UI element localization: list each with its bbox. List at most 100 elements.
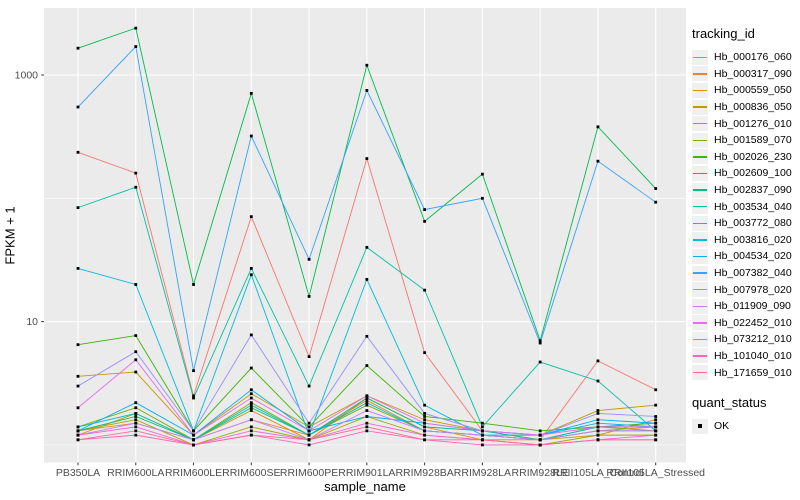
legend-item-Hb_007382_040: Hb_007382_040 — [692, 265, 800, 282]
legend-quant-status-block: quant_status OK — [692, 395, 800, 435]
legend-item-Hb_003772_080: Hb_003772_080 — [692, 215, 800, 232]
legend-key-color-line — [693, 156, 707, 158]
data-point — [596, 159, 600, 163]
data-point — [249, 418, 253, 422]
legend-key-color-line — [693, 122, 707, 125]
data-point — [307, 429, 311, 433]
data-point — [596, 425, 600, 429]
data-point — [480, 425, 484, 429]
x-tick-label: RRIM600SE — [222, 467, 280, 479]
legend-item-Hb_002609_100: Hb_002609_100 — [692, 165, 800, 182]
data-point — [596, 438, 600, 442]
data-point — [192, 443, 195, 447]
legend-item-label: Hb_002026_230 — [714, 150, 792, 163]
legend-key-color-line — [693, 172, 707, 175]
data-point — [134, 418, 138, 422]
legend-key-color-line — [693, 189, 707, 191]
data-point — [538, 438, 542, 442]
data-point — [654, 403, 658, 407]
data-point — [480, 429, 484, 433]
legend-items: Hb_000176_060 Hb_000317_090 Hb_000559_050 H… — [692, 49, 800, 381]
data-point — [480, 433, 484, 437]
data-point — [134, 370, 138, 374]
y-axis-title: FPKM + 1 — [2, 206, 18, 265]
data-point — [192, 429, 195, 433]
legend-key-line-icon — [692, 82, 708, 98]
data-point — [423, 418, 427, 422]
data-point — [134, 185, 138, 189]
data-point — [538, 360, 542, 364]
legend-key-line-icon — [692, 282, 708, 298]
legend-item-label: Hb_004534_020 — [714, 250, 792, 263]
legend-key-line-icon — [692, 331, 708, 347]
data-points — [76, 26, 658, 447]
data-point — [654, 388, 658, 392]
x-axis-labels: PB350LA RRIM600LA RRIM600LE RRIM600SE RRIM60… — [56, 467, 705, 479]
data-point — [76, 46, 80, 50]
legend-key-color-line — [693, 56, 707, 58]
legend-item-label: Hb_003772_080 — [714, 217, 792, 230]
legend-key-line-icon — [692, 315, 708, 331]
legend-item-label: Hb_001589_070 — [714, 134, 792, 147]
data-point — [134, 425, 138, 429]
data-point — [365, 401, 369, 405]
data-point — [76, 429, 80, 433]
legend-key-color-line — [693, 338, 707, 341]
data-point — [76, 406, 80, 410]
data-point — [249, 425, 253, 429]
legend-item-Hb_004534_020: Hb_004534_020 — [692, 248, 800, 265]
legend-key-color-line — [693, 205, 707, 208]
plot-panel — [44, 8, 686, 463]
data-point — [307, 257, 311, 261]
x-tick-label: RRII105LA_Stressed — [606, 467, 705, 479]
legend-key-line-icon — [692, 248, 708, 264]
legend-key-color-line — [693, 139, 707, 141]
data-point — [365, 277, 369, 281]
data-point — [423, 403, 427, 407]
legend-key-line-icon — [692, 66, 708, 82]
data-point — [654, 433, 658, 437]
data-point — [480, 421, 484, 425]
x-tick-label: RRIM600LA — [107, 467, 164, 479]
x-tick-label: RRIM928LA — [454, 467, 511, 479]
data-point — [423, 421, 427, 425]
data-point — [596, 409, 600, 412]
data-point — [423, 208, 427, 211]
legend-item-label: Hb_000317_090 — [714, 67, 792, 80]
legend-item-Hb_001276_010: Hb_001276_010 — [692, 115, 800, 132]
legend-title-quant-status: quant_status — [692, 394, 767, 410]
data-point — [249, 403, 253, 407]
data-point — [249, 134, 253, 138]
data-point — [76, 105, 80, 109]
data-point — [480, 196, 484, 200]
data-point — [423, 438, 427, 442]
x-tick-label: RRIM901LA — [338, 467, 395, 479]
data-point — [192, 369, 195, 373]
data-point — [423, 415, 427, 418]
data-point — [365, 334, 369, 338]
legend-panel: tracking_id Hb_000176_060 Hb_000317_090 Hb… — [692, 26, 800, 434]
data-point — [538, 341, 542, 345]
legend-item-label: Hb_022452_010 — [714, 316, 792, 329]
legend-key-line-icon — [692, 232, 708, 248]
data-point — [134, 358, 138, 362]
x-axis-title: sample_name — [324, 479, 406, 494]
data-point — [307, 438, 311, 442]
data-point — [192, 394, 195, 398]
legend-key-line-icon — [692, 348, 708, 364]
legend-item-Hb_022452_010: Hb_022452_010 — [692, 315, 800, 332]
legend-item-Hb_003534_040: Hb_003534_040 — [692, 198, 800, 215]
legend-key-color-line — [693, 222, 707, 224]
data-point — [365, 364, 369, 367]
legend-item-Hb_000559_050: Hb_000559_050 — [692, 82, 800, 99]
data-point — [365, 409, 369, 412]
data-point — [365, 396, 369, 400]
legend-item-Hb_001589_070: Hb_001589_070 — [692, 132, 800, 149]
legend-item-Hb_000176_060: Hb_000176_060 — [692, 49, 800, 66]
data-point — [134, 283, 138, 286]
data-point — [249, 409, 253, 412]
data-point — [654, 429, 658, 433]
data-point — [365, 245, 369, 249]
data-point — [134, 350, 138, 354]
data-point — [307, 425, 311, 429]
